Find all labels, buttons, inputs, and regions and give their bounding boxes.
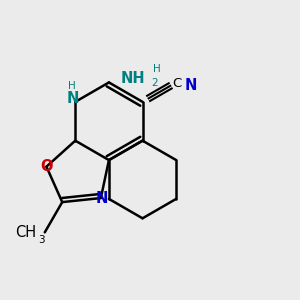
Text: NH: NH [121,71,145,86]
Text: H: H [153,64,160,74]
Text: O: O [40,159,53,174]
Text: N: N [185,78,197,93]
Text: N: N [67,92,79,106]
Text: 3: 3 [38,235,44,245]
Text: H: H [68,81,76,91]
Text: C: C [172,77,182,90]
Text: N: N [95,190,108,206]
Text: CH: CH [16,225,37,240]
Text: 2: 2 [151,78,158,88]
